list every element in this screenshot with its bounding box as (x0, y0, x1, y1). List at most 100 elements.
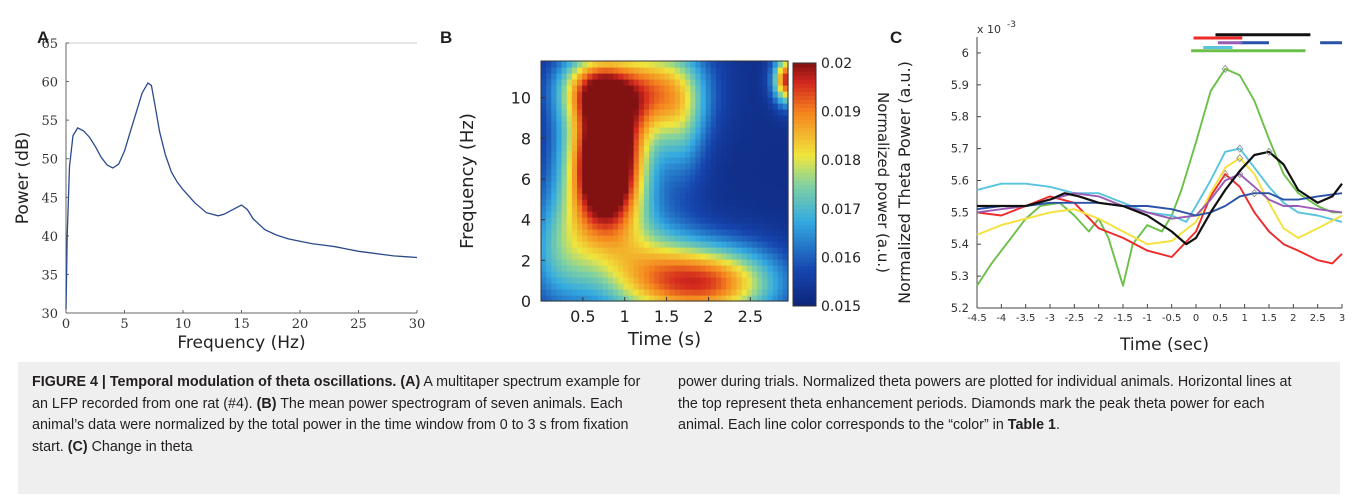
heatmap-cell (772, 253, 779, 260)
heatmap-cell (715, 277, 722, 284)
heatmap-cell (613, 133, 619, 140)
heatmap-cell (546, 211, 552, 218)
heatmap-cell (566, 175, 573, 182)
heatmap-cell (674, 229, 681, 236)
heatmap-cell (561, 187, 568, 194)
heatmap-cell (607, 241, 614, 248)
heatmap-cell (633, 97, 640, 104)
heatmap-cell (674, 295, 681, 302)
heatmap-cell (710, 253, 717, 260)
heatmap-cell (751, 295, 758, 302)
heatmap-cell (751, 223, 758, 230)
heatmap-cell (664, 121, 671, 128)
heatmap-cell (602, 277, 609, 284)
heatmap-cell (541, 229, 547, 236)
heatmap-cell (674, 85, 681, 92)
heatmap-cell (597, 265, 604, 272)
heatmap-cell (695, 271, 702, 278)
heatmap-cell (597, 187, 604, 194)
colorbar-segment (793, 200, 816, 206)
heatmap-cell (607, 175, 614, 182)
heatmap-cell (613, 115, 619, 122)
heatmap-cell (571, 163, 578, 170)
heatmap-cell (705, 265, 712, 272)
heatmap-cell (643, 283, 650, 290)
heatmap-cell (705, 121, 712, 128)
heatmap-cell (715, 163, 722, 170)
heatmap-cell (643, 265, 650, 272)
colorbar-segment (793, 152, 816, 157)
heatmap-cell (577, 163, 583, 170)
heatmap-cell (566, 67, 573, 74)
heatmap-cell (607, 193, 614, 200)
heatmap-cell (757, 193, 763, 200)
y-tick-label: 5.7 (951, 142, 969, 156)
heatmap-cell (587, 211, 594, 218)
heatmap-cell (757, 97, 763, 104)
heatmap-cell (638, 103, 645, 110)
heatmap-cell (649, 205, 655, 212)
heatmap-cell (654, 193, 660, 200)
heatmap-cell (690, 253, 696, 260)
heatmap-cell (767, 61, 774, 68)
heatmap-cell (556, 271, 563, 278)
heatmap-cell (654, 205, 660, 212)
heatmap-cell (695, 61, 702, 68)
heatmap-cell (587, 73, 594, 80)
heatmap-cell (731, 121, 738, 128)
heatmap-cell (587, 169, 594, 176)
heatmap-cell (638, 205, 645, 212)
heatmap-cell (757, 73, 763, 80)
heatmap-cell (741, 283, 748, 290)
heatmap-cell (679, 73, 686, 80)
heatmap-cell (546, 145, 552, 152)
heatmap-cell (623, 181, 630, 188)
heatmap-cell (623, 133, 630, 140)
heatmap-cell (777, 85, 784, 92)
heatmap-cell (592, 67, 599, 74)
heatmap-cell (695, 247, 702, 254)
heatmap-cell (731, 115, 738, 122)
heatmap-cell (685, 151, 691, 158)
heatmap-cell (571, 103, 578, 110)
heatmap-cell (597, 283, 604, 290)
heatmap-cell (777, 211, 784, 218)
heatmap-cell (618, 127, 624, 134)
heatmap-cell (582, 253, 588, 260)
heatmap-cell (582, 241, 588, 248)
heatmap-cell (597, 127, 604, 134)
heatmap-cell (571, 169, 578, 176)
heatmap-cell (751, 235, 758, 242)
heatmap-cell (566, 271, 573, 278)
heatmap-cell (571, 133, 578, 140)
heatmap-cell (762, 73, 769, 80)
heatmap-cell (592, 253, 599, 260)
heatmap-cell (602, 97, 609, 104)
heatmap-cell (628, 103, 635, 110)
heatmap-cell (659, 61, 666, 68)
heatmap-cell (726, 79, 732, 86)
heatmap-cell (551, 283, 558, 290)
heatmap-cell (638, 259, 645, 266)
heatmap-cell (618, 181, 624, 188)
heatmap-cell (685, 127, 691, 134)
heatmap-cell (777, 73, 784, 80)
heatmap-cell (577, 151, 583, 158)
colorbar-segment (793, 249, 816, 254)
heatmap-cell (618, 271, 624, 278)
heatmap-cell (602, 133, 609, 140)
heatmap-cell (669, 229, 676, 236)
heatmap-cell (767, 271, 774, 278)
heatmap-cell (695, 133, 702, 140)
heatmap-cell (695, 235, 702, 242)
heatmap-cell (602, 85, 609, 92)
caption-text-a: A multitaper spectrum example for an LFP… (32, 374, 641, 412)
heatmap-cell (741, 289, 748, 296)
heatmap-cell (741, 103, 748, 110)
heatmap-cell (592, 85, 599, 92)
heatmap-cell (726, 229, 732, 236)
heatmap-cell (664, 229, 671, 236)
heatmap-cell (571, 187, 578, 194)
heatmap-cell (592, 211, 599, 218)
heatmap-cell (726, 127, 732, 134)
